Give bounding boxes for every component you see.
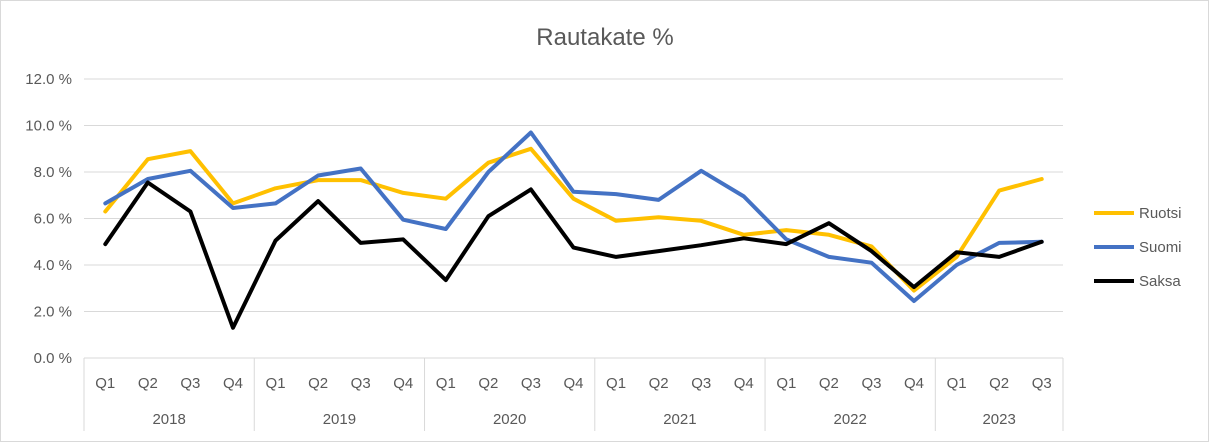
year-label: 2021: [663, 411, 696, 428]
y-tick-label: 8.0 %: [34, 164, 72, 181]
x-tick-label: Q1: [436, 375, 456, 392]
x-tick-label: Q4: [904, 375, 924, 392]
x-tick-label: Q3: [180, 375, 200, 392]
series-lines: [103, 130, 1044, 330]
year-label: 2023: [982, 411, 1015, 428]
legend-label-ruotsi: Ruotsi: [1139, 205, 1182, 222]
y-tick-label: 4.0 %: [34, 257, 72, 274]
y-tick-label: 6.0 %: [34, 211, 72, 228]
x-tick-label: Q1: [266, 375, 286, 392]
x-tick-label: Q4: [393, 375, 413, 392]
x-tick-label: Q3: [691, 375, 711, 392]
series-line-saksa: [103, 180, 1044, 330]
y-axis: 0.0 % 2.0 % 4.0 % 6.0 % 8.0 % 10.0 % 12.0 %: [25, 71, 72, 367]
x-tick-label: Q2: [819, 375, 839, 392]
x-tick-label: Q3: [351, 375, 371, 392]
year-label: 2019: [323, 411, 356, 428]
x-tick-label: Q2: [138, 375, 158, 392]
legend-label-saksa: Saksa: [1139, 273, 1181, 290]
x-tick-label: Q2: [989, 375, 1009, 392]
chart-title: Rautakate %: [536, 24, 673, 51]
y-tick-label: 0.0 %: [34, 350, 72, 367]
y-tick-label: 10.0 %: [25, 118, 72, 135]
x-tick-label: Q2: [308, 375, 328, 392]
x-tick-label: Q1: [95, 375, 115, 392]
x-tick-label: Q4: [223, 375, 243, 392]
x-tick-label: Q3: [521, 375, 541, 392]
year-label: 2018: [152, 411, 185, 428]
x-tick-label: Q4: [734, 375, 754, 392]
x-tick-label: Q3: [861, 375, 881, 392]
x-axis: Q1 Q2 Q3 Q4 Q1 Q2 Q3 Q4 Q1 Q2 Q3 Q4 Q1 Q2 Q3 Q4 Q1 Q2 Q3 Q4…: [83, 358, 1064, 431]
x-tick-label: Q1: [776, 375, 796, 392]
x-tick-label: Q1: [947, 375, 967, 392]
gridlines: [84, 78, 1063, 359]
year-label: 2022: [833, 411, 866, 428]
y-tick-label: 2.0 %: [34, 304, 72, 321]
x-tick-label: Q4: [563, 375, 583, 392]
series-line-ruotsi: [103, 146, 1044, 293]
series-line-suomi: [103, 130, 1044, 303]
y-tick-label: 12.0 %: [25, 71, 72, 88]
legend-label-suomi: Suomi: [1139, 239, 1182, 256]
x-tick-label: Q2: [478, 375, 498, 392]
x-tick-label: Q1: [606, 375, 626, 392]
year-label: 2020: [493, 411, 526, 428]
x-tick-label: Q2: [649, 375, 669, 392]
x-tick-label: Q3: [1032, 375, 1052, 392]
legend: Ruotsi Suomi Saksa: [1094, 205, 1182, 290]
